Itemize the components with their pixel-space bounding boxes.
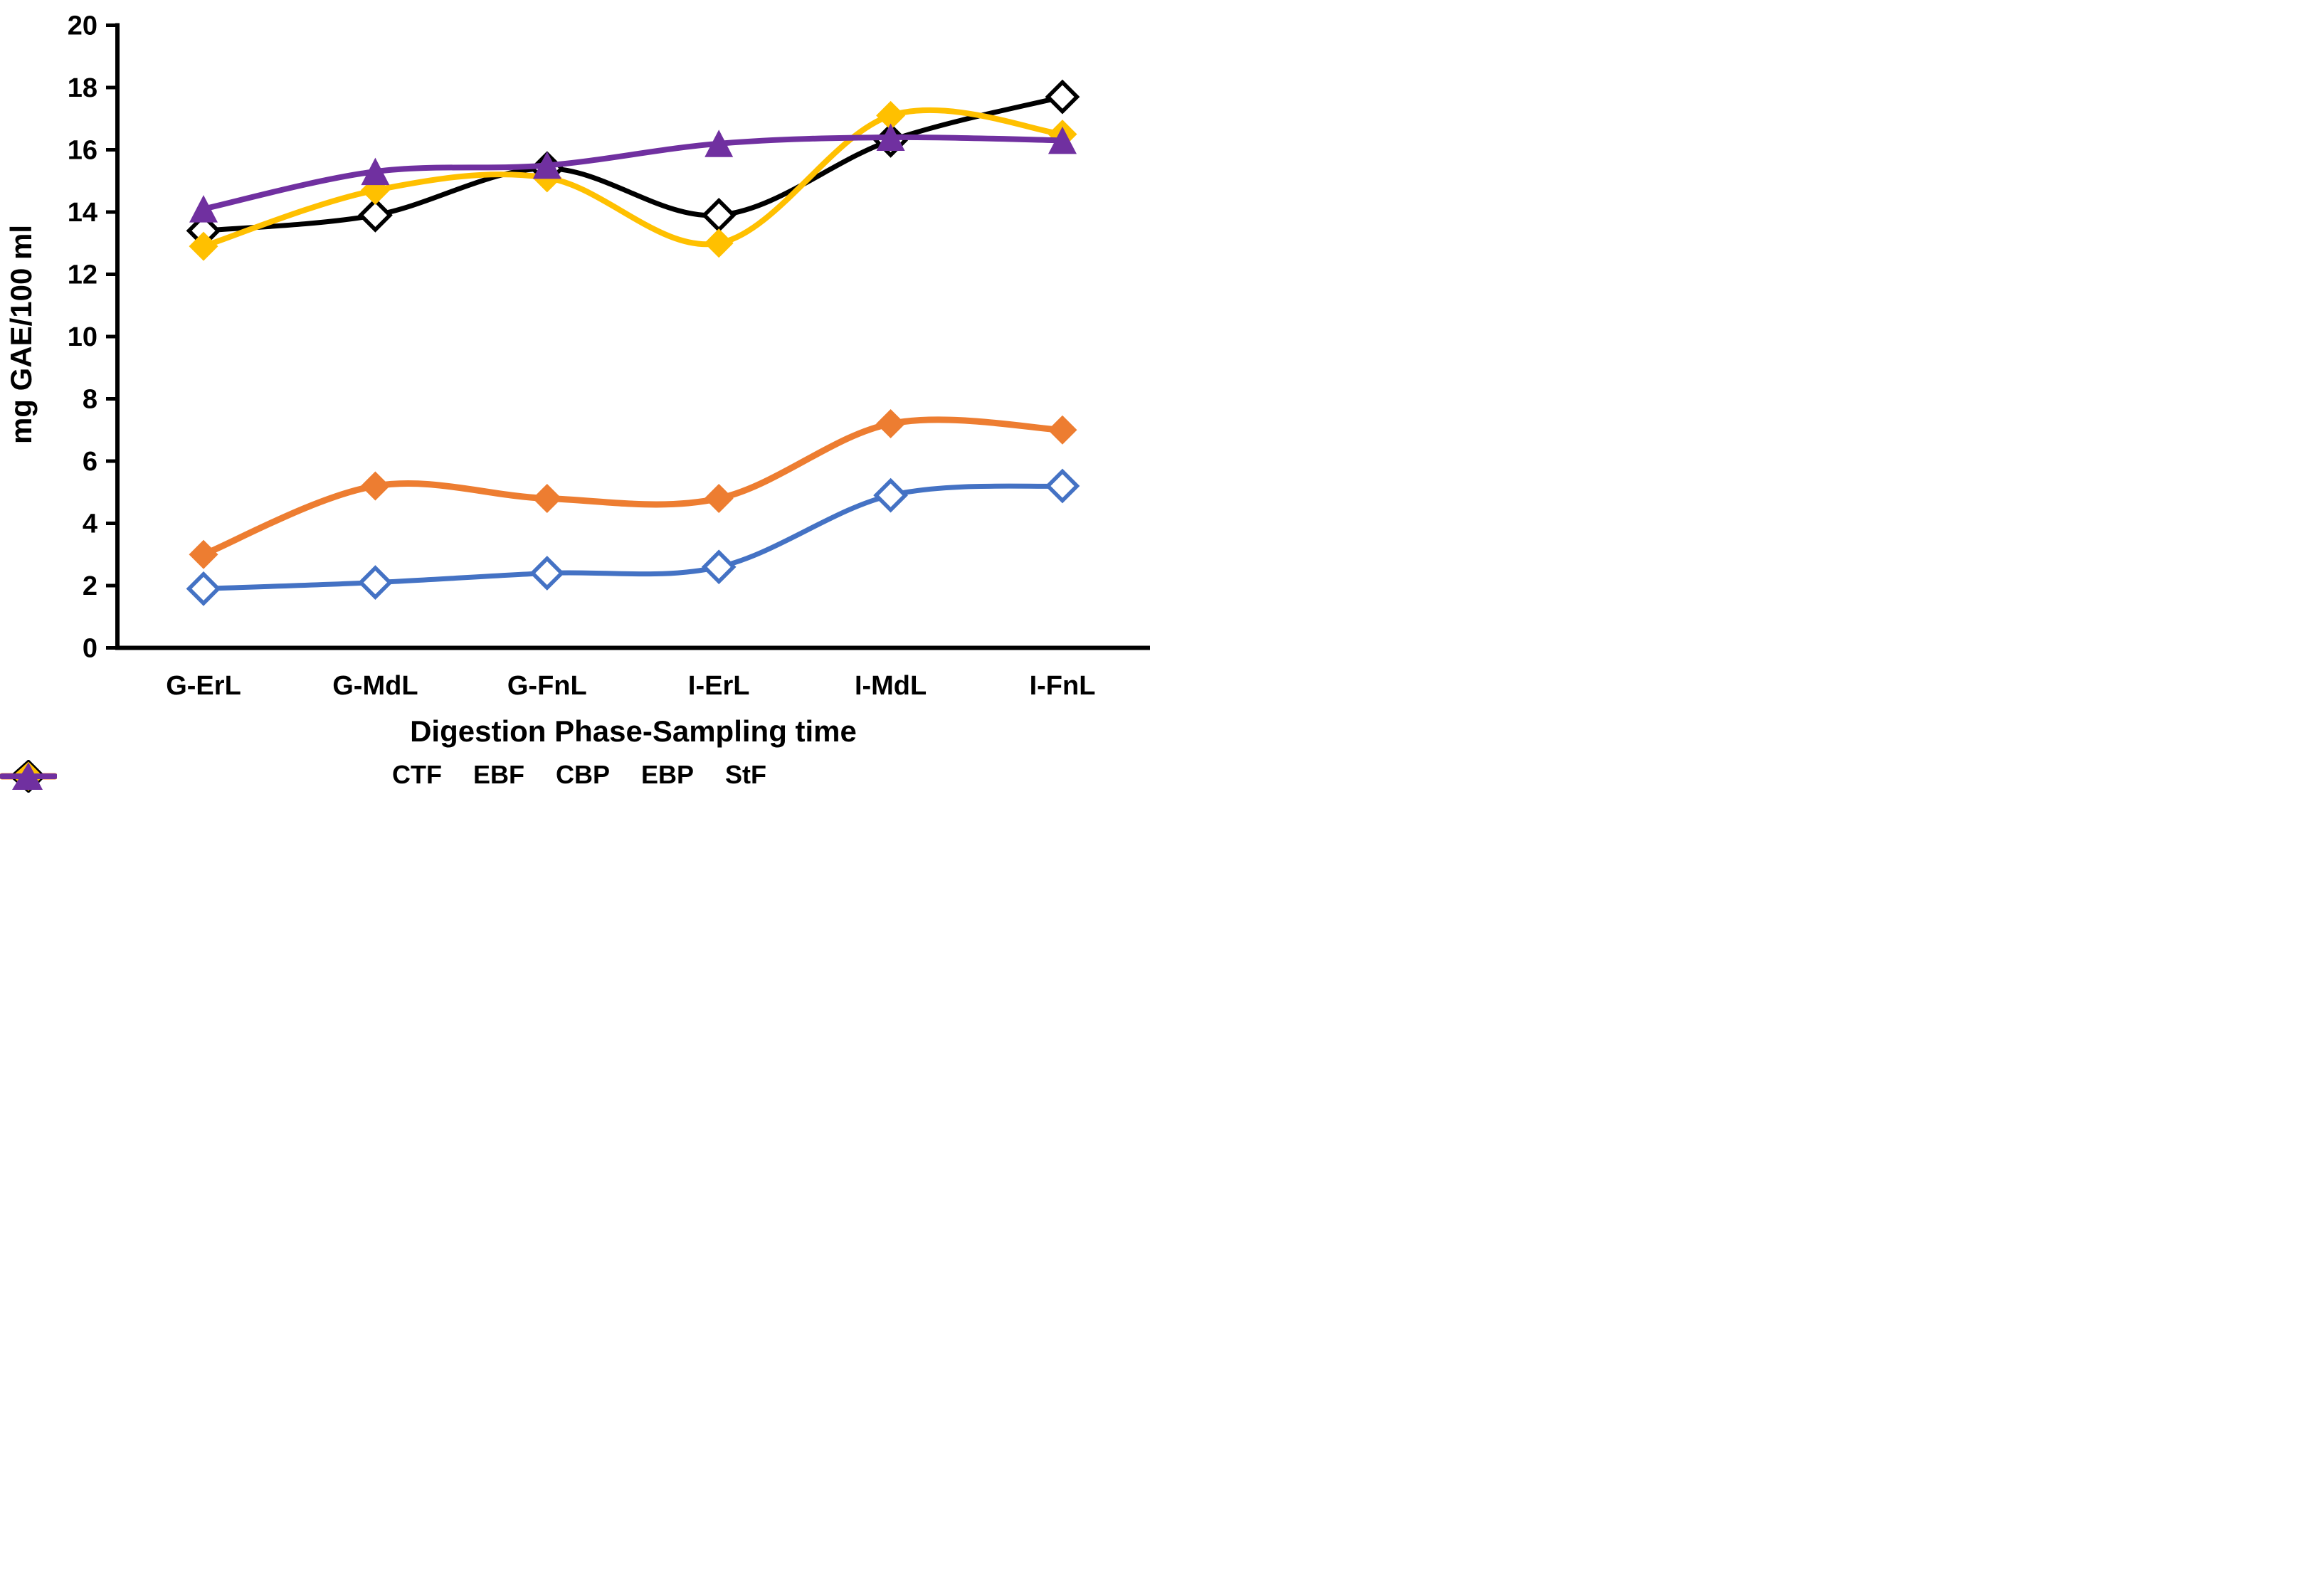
series-line-EBP [201, 107, 1065, 250]
legend-marker-StF [12, 762, 43, 790]
legend-item-CTF: CTF [0, 760, 442, 793]
y-tick-label-4: 4 [83, 509, 97, 539]
marker-CBP-1 [358, 197, 393, 233]
legend-item-StF: StF [0, 760, 767, 790]
x-category-label-I-ErL: I-ErL [688, 671, 750, 701]
marker-EBF-2 [532, 484, 562, 513]
series-line-CBP [201, 94, 1065, 233]
x-category-label-I-MdL: I-MdL [855, 671, 927, 701]
marker-StF-5 [1048, 126, 1077, 154]
legend-label-CTF: CTF [391, 760, 442, 789]
marker-StF-4 [876, 123, 905, 151]
marker-CBP-5 [1045, 79, 1080, 115]
marker-StF-0 [189, 195, 218, 223]
x-category-label-G-MdL: G-MdL [332, 671, 418, 701]
marker-EBF-1 [360, 471, 390, 501]
y-tick-label-2: 2 [83, 571, 97, 601]
marker-CTF-2 [529, 556, 565, 591]
x-category-label-G-FnL: G-FnL [507, 671, 587, 701]
series-line-StF [201, 134, 1065, 212]
y-tick-label-0: 0 [83, 634, 97, 664]
marker-CTF-0 [186, 571, 221, 606]
marker-StF-3 [704, 130, 734, 157]
x-axis-title: Digestion Phase-Sampling time [410, 714, 857, 748]
x-category-label-G-ErL: G-ErL [166, 671, 241, 701]
marker-EBF-5 [1047, 415, 1077, 445]
marker-StF-2 [532, 151, 561, 179]
chart-figure: 0 2 4 6 8 10 12 14 16 18 20 G-ErL G-MdL G-FnL I-ErL I-M… [0, 0, 1158, 798]
marker-CTF-5 [1045, 468, 1080, 504]
legend: CTF EBF CBP EBP StF [0, 760, 1158, 793]
marker-EBF-4 [876, 409, 906, 438]
y-tick-label-20: 20 [68, 11, 97, 41]
plot-area: 0 2 4 6 8 10 12 14 16 18 20 G-ErL G-MdL G-FnL I-ErL I-M… [68, 11, 1150, 701]
legend-label-EBP: EBP [640, 760, 695, 789]
legend-item-CBP: CBP [0, 760, 610, 793]
marker-CBP-3 [701, 197, 737, 233]
y-axis-title: mg GAE/100 ml [4, 224, 38, 445]
marker-EBP-0 [189, 231, 218, 261]
series-line-CTF [201, 483, 1065, 591]
marker-EBF-0 [189, 539, 218, 569]
marker-CTF-4 [873, 477, 908, 513]
legend-label-EBF: EBF [473, 760, 524, 789]
legend-label-CBP: CBP [555, 760, 610, 789]
marker-StF-1 [361, 157, 390, 186]
marker-EBP-4 [876, 100, 906, 130]
marker-CTF-1 [358, 565, 393, 601]
y-tick-label-12: 12 [68, 260, 97, 290]
y-tick-label-10: 10 [68, 322, 97, 352]
y-tick-label-18: 18 [68, 73, 97, 103]
marker-CTF-3 [701, 549, 737, 585]
y-tick-label-16: 16 [68, 136, 97, 166]
series-line-EBF [200, 416, 1066, 558]
legend-item-EBP: EBP [0, 760, 695, 791]
marker-EBP-3 [704, 228, 734, 258]
legend-item-EBF: EBF [0, 760, 524, 791]
marker-EBF-3 [704, 484, 734, 513]
y-tick-label-6: 6 [83, 447, 97, 477]
y-tick-label-8: 8 [83, 385, 97, 415]
y-tick-label-14: 14 [68, 198, 97, 228]
legend-label-StF: StF [725, 760, 767, 789]
legend-swatch-StF [0, 762, 57, 790]
x-category-label-I-FnL: I-FnL [1030, 671, 1096, 701]
